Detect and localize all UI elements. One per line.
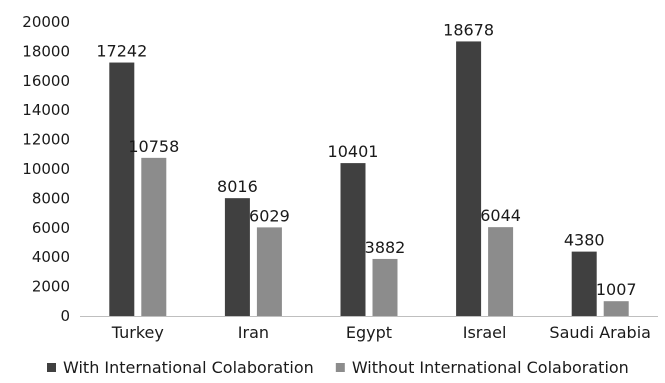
data-label: 6044	[480, 206, 521, 225]
data-label: 18678	[443, 20, 494, 39]
data-label: 4380	[564, 231, 605, 250]
data-labels: 17242 10758 8016 6029 10401 3882 18678 6044 4380…	[96, 20, 636, 299]
bar	[109, 62, 135, 316]
bar	[456, 41, 482, 316]
legend: With International Colaboration Without I…	[47, 358, 629, 377]
data-label: 10758	[128, 137, 179, 156]
y-tick-label: 14000	[22, 101, 70, 119]
bar	[224, 198, 250, 316]
y-tick-label: 16000	[22, 72, 70, 90]
y-tick-label: 20000	[22, 13, 70, 31]
bar	[141, 157, 167, 316]
bar	[340, 163, 366, 316]
x-tick-label: Iran	[238, 323, 269, 342]
data-label: 6029	[249, 206, 290, 225]
y-tick-label: 12000	[22, 131, 70, 149]
x-tick-label: Egypt	[346, 323, 392, 342]
x-tick-label: Israel	[463, 323, 507, 342]
bar	[488, 227, 514, 316]
y-tick-label: 8000	[32, 189, 70, 207]
data-label: 8016	[217, 177, 258, 196]
bar	[571, 251, 597, 316]
bars	[109, 41, 629, 316]
legend-label: Without International Colaboration	[352, 358, 629, 377]
data-label: 17242	[96, 42, 147, 61]
y-tick-label: 4000	[32, 248, 70, 266]
y-tick-label: 18000	[22, 42, 70, 60]
x-axis: Turkey Iran Egypt Israel Saudi Arabia	[80, 316, 658, 342]
legend-swatch	[47, 363, 56, 372]
bar	[372, 258, 398, 316]
y-tick-label: 6000	[32, 219, 70, 237]
x-tick-label: Saudi Arabia	[549, 323, 651, 342]
x-tick-label: Turkey	[111, 323, 164, 342]
legend-label: With International Colaboration	[63, 358, 314, 377]
data-label: 1007	[596, 280, 637, 299]
bar	[256, 227, 282, 316]
data-label: 3882	[365, 238, 406, 257]
y-axis: 0 2000 4000 6000 8000 10000 12000 14000 16000 180…	[22, 13, 70, 325]
legend-swatch	[335, 363, 345, 372]
bar	[603, 301, 629, 316]
y-tick-label: 0	[60, 307, 70, 325]
data-label: 10401	[328, 142, 379, 161]
y-tick-label: 10000	[22, 160, 70, 178]
y-tick-label: 2000	[32, 278, 70, 296]
